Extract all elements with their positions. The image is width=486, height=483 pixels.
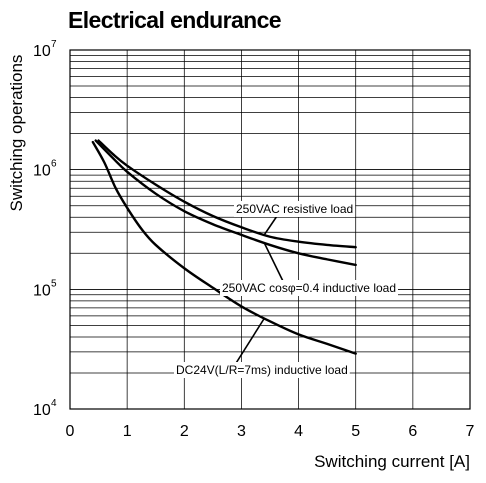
- x-tick-label: 1: [123, 423, 132, 440]
- y-tick-exponent: 6: [51, 159, 57, 170]
- x-tick-label: 7: [466, 423, 475, 440]
- plot-frame: [69, 49, 471, 410]
- annotation-label: DC24V(L/R=7ms) inductive load: [176, 363, 348, 377]
- y-tick-exponent: 7: [51, 39, 57, 50]
- annotation-label: 250VAC resistive load: [236, 202, 353, 216]
- x-tick-label: 0: [66, 423, 75, 440]
- annotation-background: [174, 362, 350, 378]
- series-line-3: [91, 140, 357, 355]
- grid: [69, 49, 471, 410]
- annotation-layer: 250VAC resistive load 250VAC cosφ=0.4 ind…: [174, 201, 398, 378]
- x-tick-label: 3: [237, 423, 246, 440]
- y-tick-label: 10: [33, 282, 51, 299]
- annotation-leader-line: [263, 242, 284, 282]
- series-line-2: [94, 139, 357, 267]
- y-tick-exponent: 5: [51, 278, 57, 289]
- y-tick-exponent: 4: [51, 398, 57, 409]
- x-tick-label: 2: [180, 423, 189, 440]
- y-tick-label: 10: [33, 43, 51, 60]
- annotation-leader-line: [235, 317, 265, 364]
- x-tick-label: 5: [351, 423, 360, 440]
- y-tick-label: 10: [33, 402, 51, 419]
- series-layer: [91, 139, 357, 355]
- chart-title: Electrical endurance: [68, 7, 281, 33]
- annotation-label: 250VAC cosφ=0.4 inductive load: [222, 281, 396, 295]
- annotation-background: [234, 201, 356, 217]
- annotation-leader-line: [263, 215, 278, 236]
- x-tick-label: 6: [408, 423, 417, 440]
- x-axis-label: Switching current [A]: [314, 452, 470, 471]
- x-tick-label: 4: [294, 423, 303, 440]
- y-axis-label: Switching operations: [7, 55, 26, 212]
- annotation-background: [220, 280, 398, 296]
- y-tick-label: 10: [33, 163, 51, 180]
- series-line-1: [97, 139, 357, 249]
